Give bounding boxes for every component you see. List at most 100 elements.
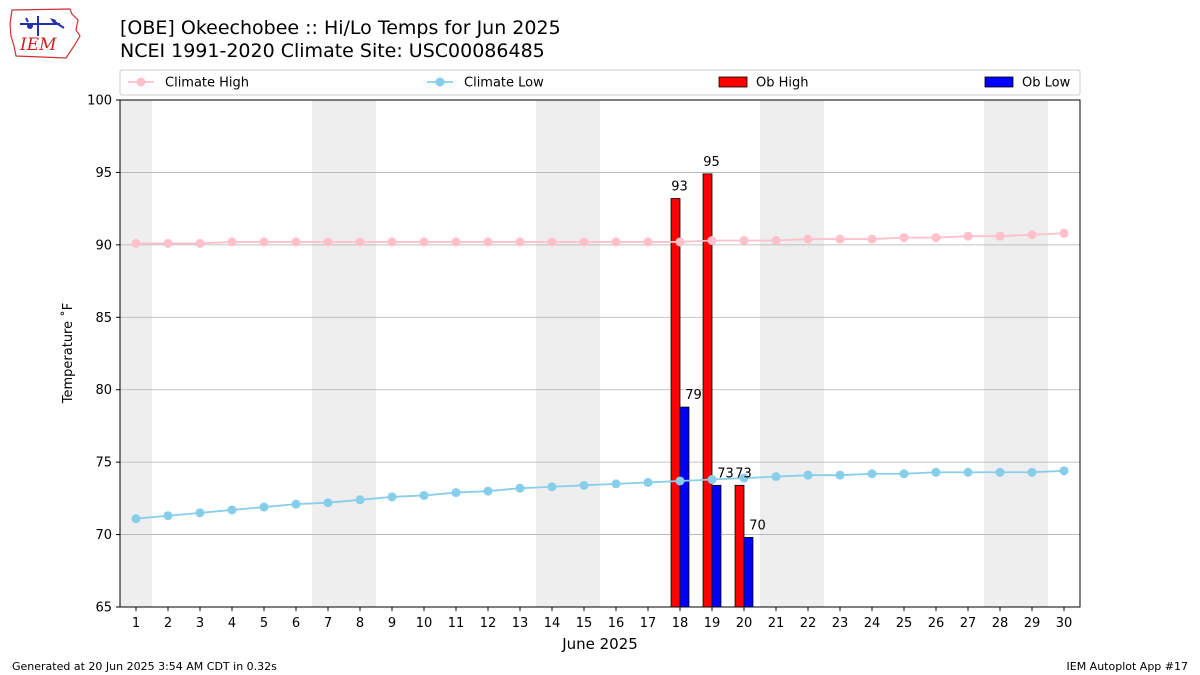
x-tick-label-23: 23 bbox=[832, 616, 849, 631]
app-credit: IEM Autoplot App #17 bbox=[1066, 660, 1189, 673]
ob-low-label-19: 73 bbox=[717, 466, 734, 481]
legend-ob-low-label: Ob Low bbox=[1022, 76, 1071, 91]
x-tick-label-11: 11 bbox=[448, 616, 465, 631]
generated-timestamp: Generated at 20 Jun 2025 3:54 AM CDT in … bbox=[12, 660, 277, 673]
y-tick-label-75: 75 bbox=[95, 456, 112, 471]
climate-high-point-8 bbox=[355, 237, 365, 247]
legend-climate-high-label: Climate High bbox=[165, 76, 249, 91]
x-tick-label-19: 19 bbox=[704, 616, 721, 631]
climate-low-point-18 bbox=[675, 476, 685, 486]
ob-low-label-20: 70 bbox=[749, 518, 766, 533]
climate-low-point-20 bbox=[739, 473, 749, 483]
climate-high-point-27 bbox=[963, 231, 973, 241]
y-tick-label-95: 95 bbox=[95, 166, 112, 181]
climate-low-point-2 bbox=[163, 511, 173, 521]
legend-climate-high-swatch-marker bbox=[136, 77, 146, 87]
climate-high-point-16 bbox=[611, 237, 621, 247]
y-axis-label: Temperature ˚F bbox=[60, 303, 76, 404]
climate-high-point-25 bbox=[899, 233, 909, 243]
y-tick-label-90: 90 bbox=[95, 238, 112, 253]
x-tick-label-24: 24 bbox=[864, 616, 881, 631]
x-tick-label-5: 5 bbox=[260, 616, 268, 631]
weekend-band-4 bbox=[984, 100, 1048, 607]
climate-high-point-6 bbox=[291, 237, 301, 247]
climate-low-point-13 bbox=[515, 483, 525, 493]
climate-low-point-25 bbox=[899, 469, 909, 479]
iem-iowa-logo-icon bbox=[9, 8, 81, 59]
climate-high-point-2 bbox=[163, 238, 173, 248]
climate-low-point-21 bbox=[771, 472, 781, 482]
climate-low-point-9 bbox=[387, 492, 397, 502]
climate-low-point-26 bbox=[931, 467, 941, 477]
x-tick-label-22: 22 bbox=[800, 616, 817, 631]
chart-subtitle: NCEI 1991-2020 Climate Site: USC00086485 bbox=[120, 40, 545, 62]
x-tick-label-15: 15 bbox=[576, 616, 593, 631]
climate-high-point-28 bbox=[995, 231, 1005, 241]
climate-high-point-4 bbox=[227, 237, 237, 247]
climate-low-point-15 bbox=[579, 480, 589, 490]
climate-high-line bbox=[136, 232, 1065, 245]
iem-logo: IEM bbox=[9, 8, 81, 59]
climate-high-point-18 bbox=[675, 237, 685, 247]
climate-high-point-10 bbox=[419, 237, 429, 247]
weekend-band-0 bbox=[120, 100, 152, 607]
weekend-band-1 bbox=[312, 100, 376, 607]
climate-high-point-5 bbox=[259, 237, 269, 247]
x-tick-label-10: 10 bbox=[416, 616, 433, 631]
weekend-band-3 bbox=[760, 100, 824, 607]
x-axis-ticks: 1 2 3 4 5 6 7 8 9 10 11 12 13 14 15 16 17 18 19 20 21 22 23 24 2… bbox=[132, 607, 1072, 631]
climate-low-point-23 bbox=[835, 470, 845, 480]
climate-high-point-17 bbox=[643, 237, 653, 247]
x-tick-label-18: 18 bbox=[672, 616, 689, 631]
x-tick-label-8: 8 bbox=[356, 616, 364, 631]
climate-high-point-21 bbox=[771, 236, 781, 246]
bar-value-labels: 93 95 73 79 73 70 bbox=[671, 155, 766, 534]
climate-low-point-24 bbox=[867, 469, 877, 479]
climate-low-point-11 bbox=[451, 488, 461, 498]
ob-low-bar-19 bbox=[711, 484, 722, 608]
y-gridlines bbox=[120, 172, 1080, 535]
climate-low-point-7 bbox=[323, 498, 333, 508]
x-tick-label-4: 4 bbox=[228, 616, 236, 631]
x-tick-label-30: 30 bbox=[1056, 616, 1073, 631]
weekend-bands bbox=[120, 100, 1048, 607]
weekend-band-2 bbox=[536, 100, 600, 607]
climate-high-point-15 bbox=[579, 237, 589, 247]
climate-high-point-11 bbox=[451, 237, 461, 247]
x-tick-label-27: 27 bbox=[960, 616, 977, 631]
climate-low-point-3 bbox=[195, 508, 205, 518]
legend: Climate High Climate Low Ob High Ob Low bbox=[119, 69, 1081, 96]
y-tick-label-65: 65 bbox=[95, 601, 112, 616]
x-tick-label-14: 14 bbox=[544, 616, 561, 631]
climate-low-point-4 bbox=[227, 505, 237, 515]
iem-logo-text: IEM bbox=[19, 35, 57, 55]
climate-high-point-29 bbox=[1027, 230, 1037, 240]
climate-low-point-10 bbox=[419, 490, 429, 500]
climate-low-point-29 bbox=[1027, 467, 1037, 477]
x-tick-label-16: 16 bbox=[608, 616, 625, 631]
ob-low-bar-18 bbox=[679, 406, 690, 608]
chart-title: [OBE] Okeechobee :: Hi/Lo Temps for Jun … bbox=[120, 17, 561, 39]
climate-low-point-8 bbox=[355, 495, 365, 505]
climate-high-point-1 bbox=[131, 238, 141, 248]
climate-high-point-14 bbox=[547, 237, 557, 247]
climate-low-point-1 bbox=[131, 514, 141, 524]
ob-high-bar-20 bbox=[734, 484, 745, 608]
climate-low-point-27 bbox=[963, 467, 973, 477]
x-tick-label-12: 12 bbox=[480, 616, 497, 631]
climate-low-point-17 bbox=[643, 477, 653, 487]
climate-low-point-12 bbox=[483, 486, 493, 496]
x-tick-label-9: 9 bbox=[388, 616, 396, 631]
climate-high-point-30 bbox=[1059, 228, 1069, 238]
climate-high-point-23 bbox=[835, 234, 845, 244]
ob-low-label-18: 79 bbox=[685, 388, 702, 403]
x-tick-label-7: 7 bbox=[324, 616, 332, 631]
y-tick-label-70: 70 bbox=[95, 528, 112, 543]
climate-low-line bbox=[135, 469, 1065, 520]
x-tick-label-3: 3 bbox=[196, 616, 204, 631]
climate-low-point-5 bbox=[259, 502, 269, 512]
y-tick-label-80: 80 bbox=[95, 383, 112, 398]
x-tick-label-13: 13 bbox=[512, 616, 529, 631]
legend-ob-high-label: Ob High bbox=[756, 76, 809, 91]
x-axis-label: June 2025 bbox=[561, 635, 638, 653]
